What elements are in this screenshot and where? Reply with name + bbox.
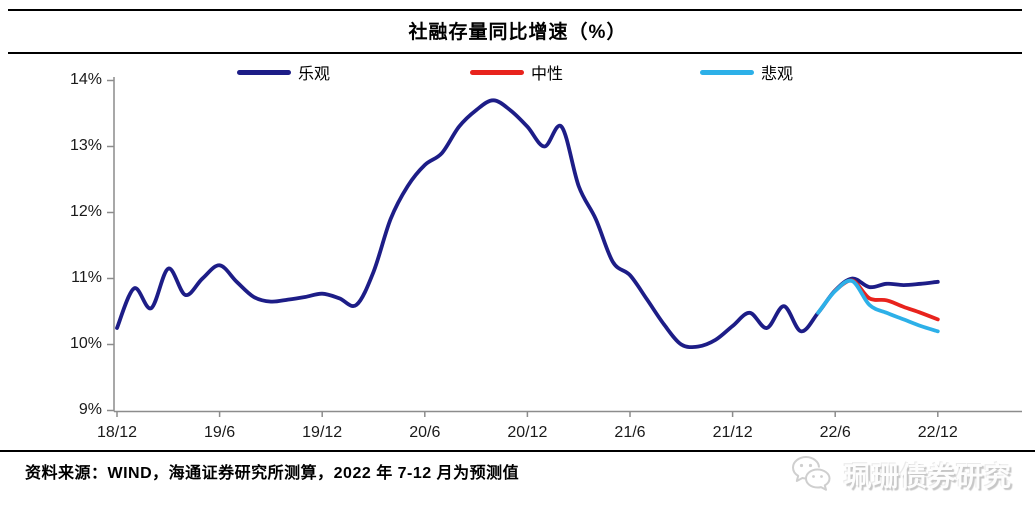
y-axis-tick-label: 11%: [71, 268, 102, 286]
x-axis-tick-label: 20/12: [507, 424, 548, 441]
neutral-line-swatch: [470, 69, 524, 75]
legend-item-optimistic: 乐观: [237, 63, 331, 83]
title-divider-line: [8, 52, 1022, 54]
x-axis-tick-label: 22/6: [819, 424, 851, 441]
x-axis-tick-label: 19/6: [204, 424, 236, 441]
bottom-border-line: [0, 450, 1035, 452]
series-line-2: [816, 278, 940, 334]
legend-label-neutral: 中性: [531, 66, 564, 83]
x-axis-tick-label: 21/6: [614, 424, 646, 441]
y-axis-tick-label: 13%: [69, 136, 102, 154]
legend-label-optimistic: 乐观: [298, 66, 331, 83]
source-note: 资料来源：WIND，海通证券研究所测算，2022 年 7-12 月为预测值: [25, 465, 520, 482]
y-axis-tick-label: 12%: [69, 202, 102, 220]
legend-item-pessimistic: 悲观: [700, 63, 794, 83]
y-axis-tick-label: 14%: [69, 70, 102, 88]
legend-item-neutral: 中性: [470, 63, 564, 83]
pessimistic-line-swatch: [700, 69, 754, 75]
x-axis-tick-label: 19/12: [302, 424, 343, 441]
top-border-line: [8, 9, 1022, 11]
y-axis-tick-label: 10%: [69, 334, 102, 352]
x-axis-tick-label: 21/12: [712, 424, 753, 441]
chart-title: 社融存量同比增速（%）: [408, 22, 627, 43]
wechat-icon: [792, 456, 831, 491]
optimistic-line-swatch: [237, 69, 291, 75]
wechat-watermark: 珮珊债券研究: [790, 452, 1012, 496]
x-axis-tick-label: 18/12: [96, 424, 138, 441]
legend-label-pessimistic: 悲观: [761, 66, 794, 83]
x-axis-tick-label: 20/6: [409, 424, 441, 441]
watermark-text: 珮珊债券研究: [844, 461, 1012, 492]
y-axis-tick-label: 9%: [78, 400, 102, 418]
series-line-0: [115, 98, 940, 350]
x-axis-tick-label: 22/12: [917, 424, 958, 441]
